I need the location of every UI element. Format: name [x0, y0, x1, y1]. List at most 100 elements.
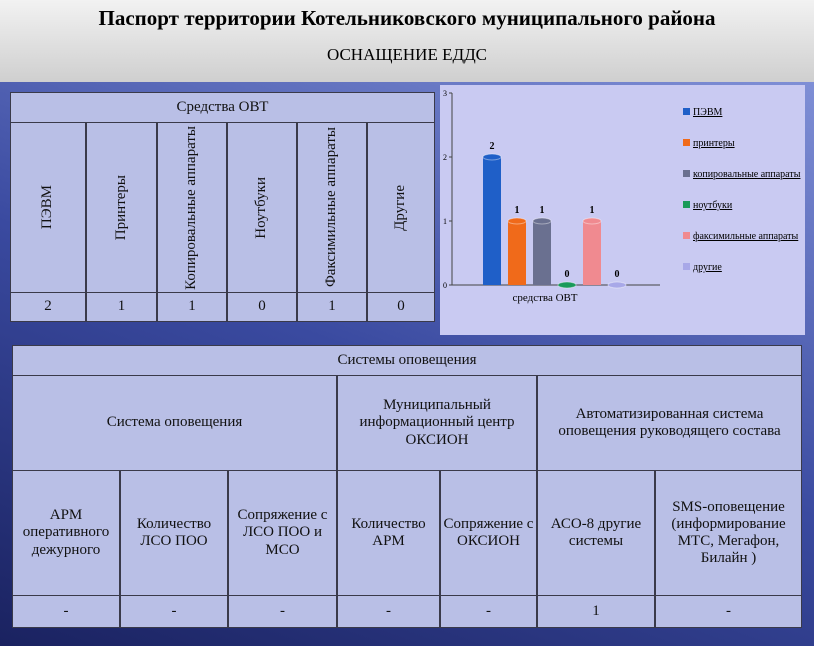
- legend-swatch: [683, 201, 690, 208]
- bar-top: [582, 217, 602, 225]
- chart: 0 1 2 3 средства ОВТ 2 ПЭВМ 1 принтеры 1 копировал…: [440, 85, 805, 335]
- column-header: Факсимильные аппараты: [297, 122, 367, 293]
- column-header-text: АРМ оперативного дежурного: [22, 507, 110, 558]
- table-title: Средства ОВТ: [10, 92, 435, 123]
- column-header: Сопряжение с ОКСИОН: [440, 470, 537, 596]
- value-cell-text: -: [63, 602, 69, 619]
- column-header-text: Количество АРМ: [351, 515, 426, 549]
- table-title-text: Системы оповещения: [337, 351, 477, 368]
- bar-top: [532, 217, 552, 225]
- bar: [533, 221, 551, 285]
- value-cell-text: 0: [397, 298, 405, 315]
- group-header-text: Муниципальный информационный центр ОКСИО…: [359, 397, 515, 448]
- column-header-text: Сопряжение с ЛСО ПОО и МСО: [237, 507, 328, 558]
- legend-swatch: [683, 263, 690, 270]
- value-cell-text: 1: [328, 298, 336, 315]
- column-header-text: Сопряжение с ОКСИОН: [443, 515, 534, 549]
- group-header: Система оповещения: [12, 375, 337, 471]
- bar: [508, 221, 526, 285]
- value-cell-text: -: [726, 602, 731, 619]
- legend-label: другие: [693, 262, 722, 273]
- value-cell: 0: [367, 292, 435, 322]
- column-header: АРМ оперативного дежурного: [12, 470, 120, 596]
- legend-label: ПЭВМ: [693, 107, 722, 118]
- value-cell-text: -: [486, 602, 491, 619]
- column-header: Ноутбуки: [227, 122, 297, 293]
- column-header-text: Факсимильные аппараты: [323, 127, 340, 288]
- value-cell-text: 0: [258, 298, 266, 315]
- value-cell-text: -: [280, 602, 285, 619]
- data-label: 0: [565, 269, 570, 280]
- bar-top: [507, 217, 527, 225]
- column-header-text: АСО-8 другие системы: [550, 515, 642, 549]
- group-header-text: Автоматизированная система оповещения ру…: [558, 405, 781, 439]
- value-cell: -: [440, 595, 537, 628]
- legend-swatch: [683, 108, 690, 115]
- data-label: 1: [515, 205, 520, 216]
- data-label: 1: [540, 205, 545, 216]
- value-cell-text: 1: [188, 298, 196, 315]
- legend-label: копировальные аппараты: [693, 169, 801, 180]
- column-header-text: SMS-оповещение (информирование МТС, Мега…: [671, 498, 786, 567]
- y-tick-label: 3: [443, 89, 447, 98]
- column-header: Количество ЛСО ПОО: [120, 470, 228, 596]
- bar: [483, 157, 501, 285]
- column-header: АСО-8 другие системы: [537, 470, 655, 596]
- column-header-text: ПЭВМ: [39, 185, 56, 230]
- title: Паспорт территории Котельниковского муни…: [98, 6, 716, 30]
- column-header-text: Копировальные аппараты: [183, 125, 200, 290]
- column-header: ПЭВМ: [10, 122, 86, 293]
- value-cell: -: [337, 595, 440, 628]
- group-header: Автоматизированная система оповещения ру…: [537, 375, 802, 471]
- legend-swatch: [683, 139, 690, 146]
- value-cell: 0: [227, 292, 297, 322]
- value-cell: 1: [537, 595, 655, 628]
- table-title: Системы оповещения: [12, 345, 802, 376]
- column-header-text: Ноутбуки: [253, 176, 270, 239]
- group-header-text: Система оповещения: [106, 414, 243, 431]
- header: Паспорт территории Котельниковского муни…: [0, 0, 814, 82]
- legend-swatch: [683, 170, 690, 177]
- data-label: 0: [615, 269, 620, 280]
- group-header: Муниципальный информационный центр ОКСИО…: [337, 375, 537, 471]
- column-header-text: Другие: [392, 184, 409, 231]
- value-cell: -: [655, 595, 802, 628]
- value-cell: -: [228, 595, 337, 628]
- value-cell: 2: [10, 292, 86, 322]
- column-header-text: Принтеры: [112, 174, 129, 241]
- x-tick-label: средства ОВТ: [513, 292, 578, 304]
- legend-label: ноутбуки: [693, 200, 733, 211]
- column-header: Копировальные аппараты: [157, 122, 227, 293]
- value-cell: 1: [86, 292, 157, 322]
- y-tick-label: 1: [443, 217, 447, 226]
- legend-label: факсимильные аппараты: [693, 231, 799, 242]
- y-tick-label: 2: [443, 153, 447, 162]
- value-cell: -: [120, 595, 228, 628]
- subtitle: ОСНАЩЕНИЕ ЕДДС: [326, 45, 487, 64]
- column-header: SMS-оповещение (информирование МТС, Мега…: [655, 470, 802, 596]
- value-cell-text: -: [386, 602, 391, 619]
- table-title-text: Средства ОВТ: [176, 98, 269, 115]
- column-header-text: Количество ЛСО ПОО: [136, 515, 212, 549]
- column-header: Количество АРМ: [337, 470, 440, 596]
- legend-label: принтеры: [693, 138, 735, 149]
- value-cell-text: 2: [44, 298, 52, 315]
- bar: [583, 221, 601, 285]
- value-cell-text: 1: [592, 602, 600, 619]
- bar-top: [482, 153, 502, 161]
- y-tick-label: 0: [443, 281, 447, 290]
- bar-top: [607, 281, 627, 289]
- value-cell: 1: [297, 292, 367, 322]
- value-cell-text: -: [171, 602, 177, 619]
- column-header: Другие: [367, 122, 435, 293]
- value-cell: -: [12, 595, 120, 628]
- value-cell-text: 1: [117, 298, 126, 315]
- column-header: Принтеры: [86, 122, 157, 293]
- bar-top: [557, 281, 577, 289]
- data-label: 2: [490, 141, 495, 152]
- column-header: Сопряжение с ЛСО ПОО и МСО: [228, 470, 337, 596]
- legend-swatch: [683, 232, 690, 239]
- value-cell: 1: [157, 292, 227, 322]
- data-label: 1: [590, 205, 595, 216]
